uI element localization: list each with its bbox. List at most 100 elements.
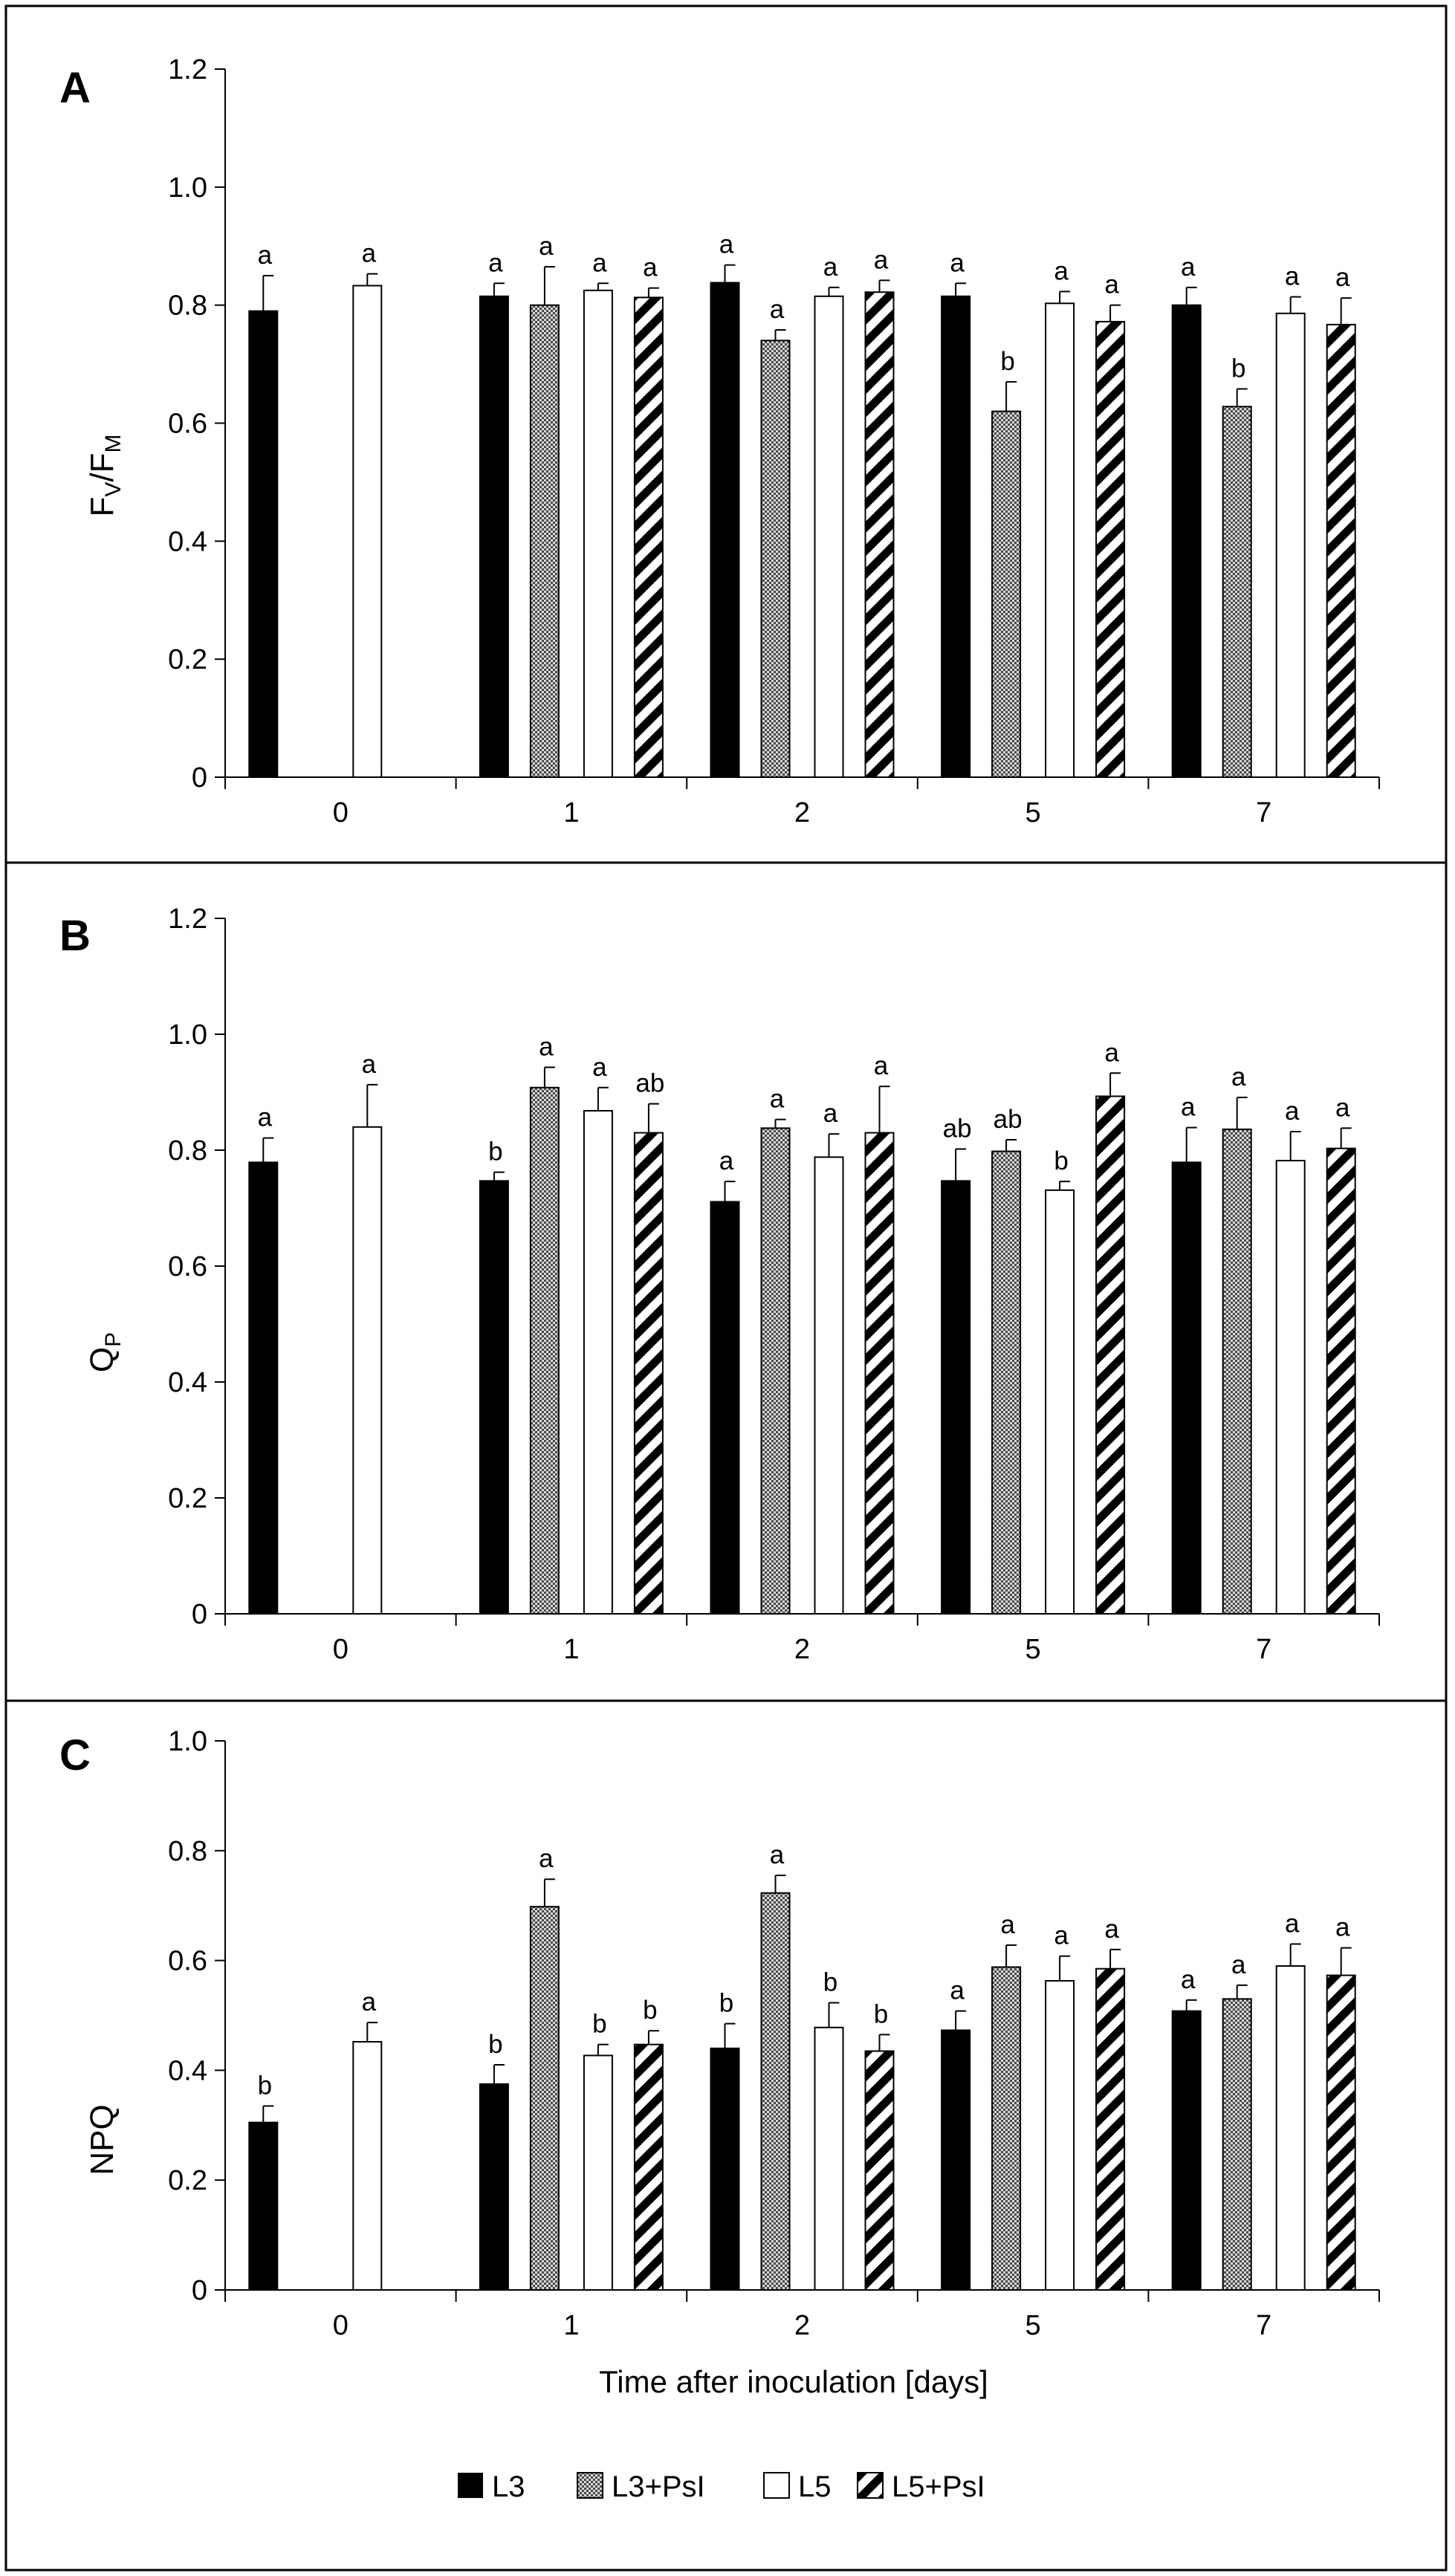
p1-sig-letter-l3-5: ab (943, 1114, 972, 1143)
p0-sig-letter-l5-psi-5: a (1104, 270, 1119, 299)
p1-sig-letter-l5-psi-5: a (1104, 1038, 1119, 1067)
p0-bar-l5-psi-7 (1326, 323, 1356, 779)
p1-y-tick-label-6: 1.2 (168, 903, 207, 935)
p0-sig-letter-l3-psi-7: b (1231, 354, 1245, 383)
p2-sig-letter-l3-psi-2: a (770, 1840, 785, 1869)
p2-bar-l3-5 (941, 2029, 971, 2291)
p0-bar-l3-psi-2 (760, 340, 791, 779)
p0-bar-l3-0 (248, 310, 279, 778)
p1-x-tick-label-2: 2 (794, 1634, 810, 1665)
p0-bar-l3-psi-7 (1222, 406, 1252, 778)
p2-x-tick-label-3: 5 (1025, 2310, 1041, 2341)
p1-sig-letter-l5-2: a (823, 1099, 838, 1128)
p2-sig-letter-l3-2: b (719, 1989, 733, 2018)
p1-sig-letter-l3-psi-5: ab (994, 1105, 1023, 1134)
p2-bar-l5-7 (1275, 1965, 1306, 2291)
p2-sig-letter-l3-0: b (258, 2071, 272, 2100)
p2-bar-l5-psi-7 (1326, 1974, 1356, 2291)
p0-sig-letter-l3-psi-2: a (770, 295, 785, 324)
p1-bar-l5-2 (814, 1156, 844, 1615)
legend-label-l3-psi: L3+PsI (612, 2470, 705, 2503)
p0-sig-letter-l5-7: a (1285, 262, 1300, 291)
p2-bar-l5-1 (583, 2054, 613, 2291)
p2-sig-letter-l5-psi-2: b (874, 1999, 888, 2028)
p0-bar-l3-psi-1 (529, 304, 560, 778)
p2-sig-letter-l5-0: a (362, 1988, 377, 2017)
figure-frame (4, 4, 1448, 2572)
p0-x-tick-label-1: 1 (563, 797, 579, 828)
p1-bar-l3-2 (710, 1201, 740, 1615)
p0-sig-letter-l5-psi-7: a (1335, 263, 1350, 292)
p2-bar-l3-psi-5 (991, 1966, 1022, 2291)
ylabel-b-part1: Q (84, 1347, 120, 1372)
p0-bar-l5-5 (1045, 302, 1075, 778)
legend-label-l5: L5 (798, 2470, 832, 2503)
p2-sig-letter-l3-1: b (488, 2030, 502, 2059)
p0-bar-l3-5 (941, 295, 971, 779)
p0-sig-letter-l5-psi-2: a (874, 245, 889, 274)
p2-sig-letter-l3-psi-1: a (539, 1844, 554, 1873)
p1-bar-l3-psi-5 (991, 1150, 1022, 1615)
p0-bar-l5-psi-2 (864, 291, 895, 778)
legend-swatch-l3 (458, 2473, 483, 2498)
p2-y-tick-label-2: 0.4 (168, 2055, 207, 2086)
p1-sig-letter-l5-1: a (592, 1053, 607, 1082)
p1-bar-l5-psi-7 (1326, 1147, 1356, 1615)
p1-sig-letter-l5-psi-2: a (874, 1051, 889, 1080)
panel-c: C 0 0.2 0.4 0.6 0.8 1.0 0 b a 1 b a b b 2 b a b b 5 a a a a 7 a a a a (59, 1726, 1380, 2341)
p0-y-tick-label-2: 0.4 (168, 526, 207, 557)
p2-y-tick-label-3: 0.6 (168, 1946, 207, 1977)
p1-bar-l5-5 (1045, 1189, 1075, 1615)
y-axis-label-fv-fm: FV/FM (84, 434, 126, 516)
p1-x-tick-label-3: 5 (1025, 1634, 1041, 1665)
ylabel-a-sub1: V (101, 482, 126, 497)
p1-sig-letter-l3-psi-7: a (1231, 1062, 1246, 1091)
p0-sig-letter-l5-1: a (592, 248, 607, 277)
p0-bar-l5-psi-1 (633, 296, 664, 778)
p0-bar-l5-0 (352, 285, 383, 778)
legend-label-l3: L3 (492, 2470, 525, 2503)
p0-x-tick-label-4: 7 (1256, 797, 1271, 828)
p0-bar-l5-2 (814, 295, 844, 779)
x-axis-title: Time after inoculation [days] (599, 2364, 988, 2399)
ylabel-a-part1: F (84, 497, 120, 517)
p0-y-tick-label-4: 0.8 (168, 291, 207, 322)
ylabel-a-part2: /F (84, 452, 120, 481)
p1-sig-letter-l5-psi-7: a (1335, 1093, 1350, 1122)
p2-sig-letter-l5-2: b (823, 1968, 837, 1997)
p2-sig-letter-l5-7: a (1285, 1909, 1300, 1938)
p0-sig-letter-l5-0: a (362, 239, 377, 268)
p0-sig-letter-l3-7: a (1181, 253, 1196, 282)
p0-bar-l5-psi-5 (1095, 320, 1126, 778)
p2-sig-letter-l5-5: a (1054, 1921, 1069, 1950)
p0-sig-letter-l5-5: a (1054, 256, 1069, 285)
p1-y-tick-label-4: 0.8 (168, 1135, 207, 1167)
p0-x-tick-label-3: 5 (1025, 797, 1041, 828)
p0-y-tick-label-5: 1.0 (168, 172, 207, 204)
legend-swatch-l5-psi (857, 2472, 884, 2499)
p2-bar-l3-7 (1171, 2010, 1202, 2291)
p0-bar-l3-2 (710, 282, 740, 778)
p2-sig-letter-l5-psi-1: b (643, 1996, 657, 2025)
p1-panel-letter: B (59, 912, 91, 960)
p2-bar-l5-psi-2 (864, 2050, 895, 2291)
p2-bar-l3-psi-1 (529, 1906, 560, 2291)
p1-sig-letter-l5-psi-1: ab (635, 1069, 664, 1098)
legend-label-l5-psi: L5+PsI (892, 2470, 985, 2503)
p1-bar-l5-7 (1275, 1160, 1306, 1615)
p0-sig-letter-l3-0: a (258, 241, 273, 270)
p1-bar-l5-psi-5 (1095, 1095, 1126, 1615)
p2-y-tick-label-1: 0.2 (168, 2165, 207, 2196)
legend-swatch-l5 (763, 2472, 790, 2499)
p1-sig-letter-l5-7: a (1285, 1097, 1300, 1126)
p1-sig-letter-l3-2: a (719, 1146, 734, 1175)
p1-bar-l3-7 (1171, 1161, 1202, 1615)
p1-sig-letter-l3-1: b (488, 1138, 502, 1167)
p1-y-tick-label-1: 0.2 (168, 1483, 207, 1514)
p2-bar-l5-psi-1 (633, 2043, 664, 2291)
p0-y-tick-label-0: 0 (192, 762, 207, 794)
p1-sig-letter-l3-psi-2: a (770, 1085, 785, 1114)
p1-bar-l5-psi-1 (633, 1132, 664, 1615)
p2-sig-letter-l3-5: a (950, 1976, 965, 2005)
